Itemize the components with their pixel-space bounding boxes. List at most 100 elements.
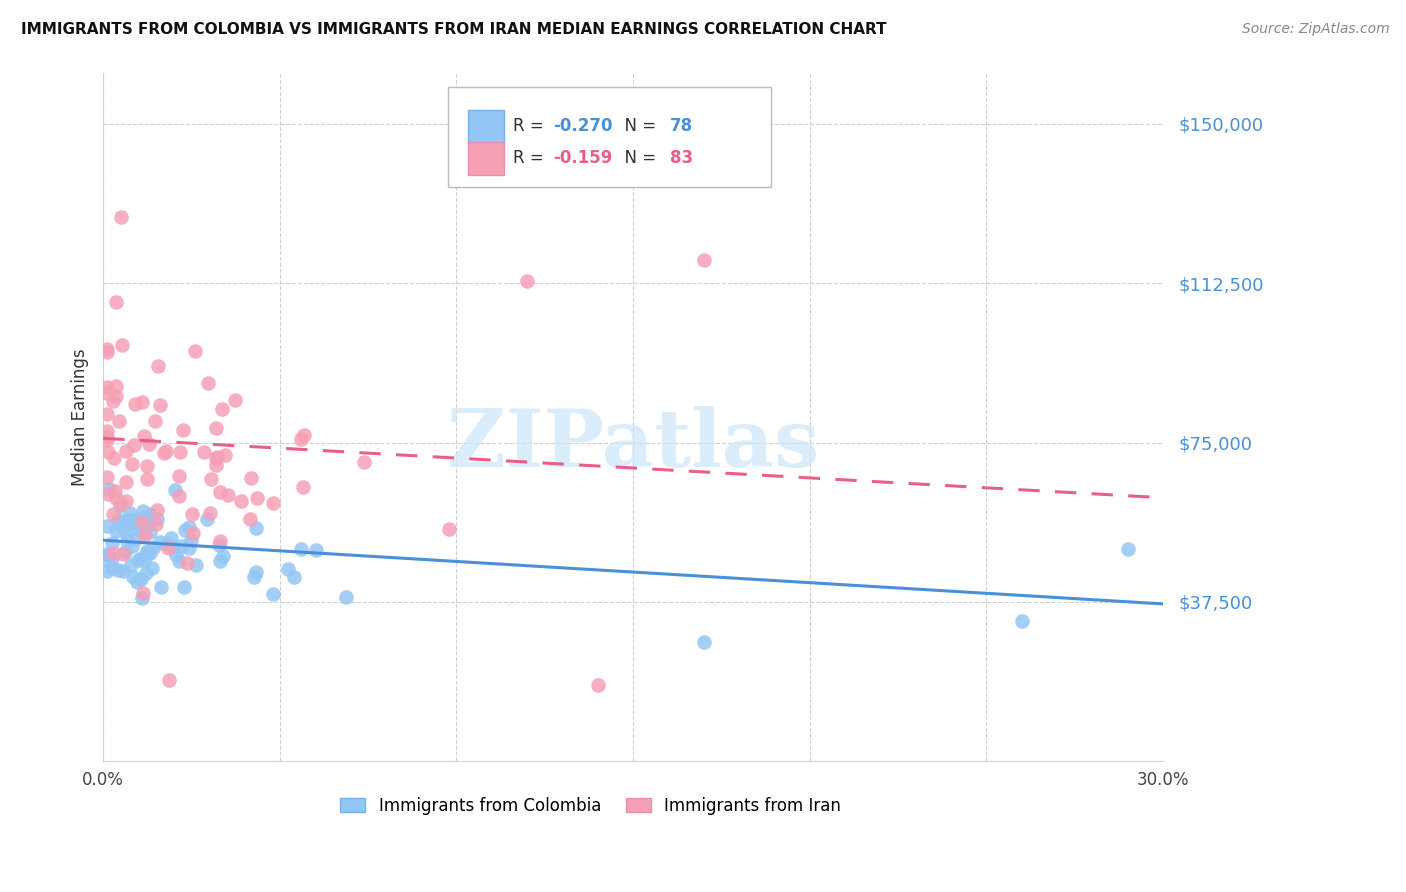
Point <box>155 443 177 458</box>
Point <box>96 430 118 444</box>
Point <box>132 554 155 568</box>
Point <box>97 547 120 561</box>
Point <box>136 458 159 473</box>
Point <box>170 539 193 553</box>
Point <box>115 534 138 549</box>
Point <box>208 534 231 549</box>
Point <box>115 494 138 508</box>
Point <box>97 487 120 501</box>
Point <box>131 515 153 529</box>
Point <box>124 438 146 452</box>
Point <box>209 554 232 568</box>
Point <box>586 678 609 692</box>
Point <box>181 507 204 521</box>
Point <box>167 554 190 568</box>
Point <box>110 211 132 225</box>
Point <box>105 491 128 505</box>
Point <box>246 491 269 505</box>
Point <box>105 294 128 309</box>
Point <box>108 500 131 514</box>
Point <box>162 540 184 554</box>
Point <box>516 274 538 288</box>
Point <box>240 471 263 485</box>
Point <box>290 541 312 556</box>
FancyBboxPatch shape <box>447 87 770 186</box>
Point <box>245 521 267 535</box>
Point <box>120 558 142 572</box>
Text: N =: N = <box>614 118 661 136</box>
Point <box>212 549 235 563</box>
Text: R =: R = <box>513 118 550 136</box>
Point <box>211 401 233 416</box>
Point <box>96 342 118 356</box>
Point <box>111 338 134 352</box>
Point <box>131 586 153 600</box>
Point <box>141 561 163 575</box>
Point <box>138 436 160 450</box>
Point <box>305 543 328 558</box>
Point <box>160 531 183 545</box>
Point <box>136 546 159 560</box>
Point <box>112 521 135 535</box>
Point <box>146 502 169 516</box>
Point <box>262 496 284 510</box>
Point <box>127 553 149 567</box>
Point <box>127 521 149 535</box>
Y-axis label: Median Earnings: Median Earnings <box>72 348 89 486</box>
Point <box>131 503 153 517</box>
Point <box>177 520 200 534</box>
Point <box>122 512 145 526</box>
Point <box>186 558 208 572</box>
Point <box>96 470 118 484</box>
Point <box>167 489 190 503</box>
Point <box>291 480 314 494</box>
FancyBboxPatch shape <box>468 110 503 143</box>
Point <box>693 252 716 267</box>
Point <box>176 556 198 570</box>
Point <box>107 563 129 577</box>
Point <box>439 522 461 536</box>
Point <box>139 507 162 521</box>
Point <box>335 590 357 604</box>
Point <box>245 566 267 580</box>
Point <box>134 428 156 442</box>
Point <box>169 445 191 459</box>
Point <box>283 569 305 583</box>
Point <box>135 472 157 486</box>
Point <box>277 562 299 576</box>
Text: 83: 83 <box>671 149 693 167</box>
Point <box>204 458 226 472</box>
Point <box>97 445 120 459</box>
Point <box>131 572 153 586</box>
Point <box>1116 541 1139 556</box>
Point <box>101 561 124 575</box>
Point <box>167 468 190 483</box>
Point <box>136 543 159 558</box>
Point <box>111 547 134 561</box>
Point <box>197 376 219 391</box>
Point <box>693 635 716 649</box>
Point <box>101 551 124 566</box>
Point <box>132 525 155 540</box>
Point <box>146 512 169 526</box>
Point <box>200 472 222 486</box>
Point <box>121 516 143 530</box>
Text: IMMIGRANTS FROM COLOMBIA VS IMMIGRANTS FROM IRAN MEDIAN EARNINGS CORRELATION CHA: IMMIGRANTS FROM COLOMBIA VS IMMIGRANTS F… <box>21 22 887 37</box>
Point <box>229 494 252 508</box>
Point <box>115 527 138 541</box>
Point <box>198 506 221 520</box>
Point <box>142 540 165 554</box>
Point <box>105 389 128 403</box>
Point <box>114 444 136 458</box>
Text: R =: R = <box>513 149 550 167</box>
Point <box>115 513 138 527</box>
Point <box>165 548 187 562</box>
Point <box>114 545 136 559</box>
Text: N =: N = <box>614 149 661 167</box>
Point <box>139 524 162 539</box>
Point <box>134 510 156 524</box>
Point <box>118 506 141 520</box>
Point <box>208 537 231 551</box>
Point <box>124 397 146 411</box>
Point <box>96 433 118 447</box>
